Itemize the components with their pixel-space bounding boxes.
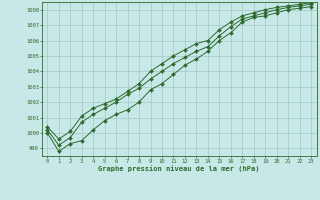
X-axis label: Graphe pression niveau de la mer (hPa): Graphe pression niveau de la mer (hPa) bbox=[99, 165, 260, 172]
